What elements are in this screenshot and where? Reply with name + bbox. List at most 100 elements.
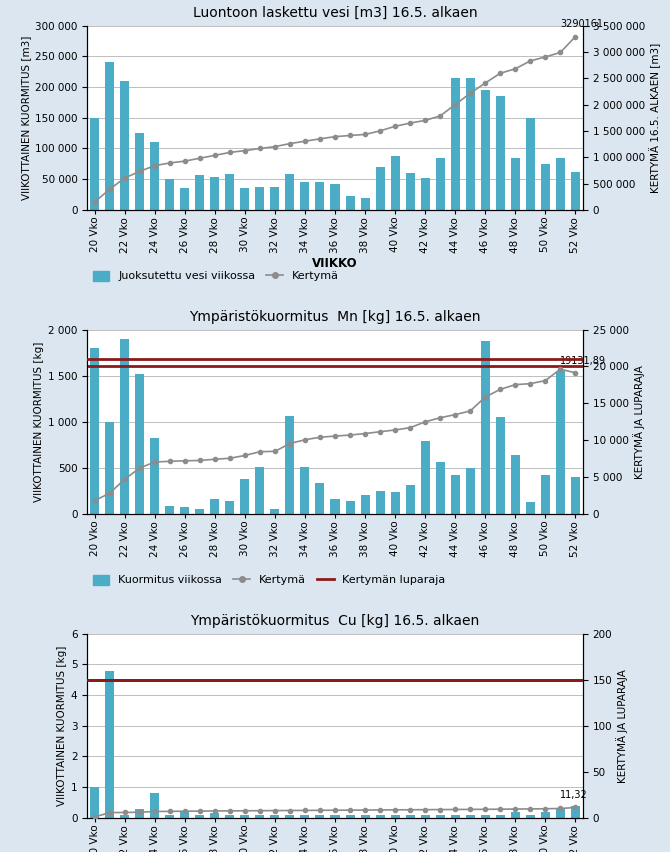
Bar [195,175,204,210]
Bar [526,502,535,514]
Bar [210,499,219,514]
Y-axis label: VIIKOTTAINEN KUORMITUS [kg]: VIIKOTTAINEN KUORMITUS [kg] [34,342,44,502]
Text: 19131,89: 19131,89 [560,355,606,366]
Title: Luontoon laskettu vesi [m3] 16.5. alkaen: Luontoon laskettu vesi [m3] 16.5. alkaen [193,6,477,20]
Bar [105,422,114,514]
Bar [316,182,324,210]
Bar [90,787,99,818]
Y-axis label: VIIKOTTAINEN KUORMITUS [m3]: VIIKOTTAINEN KUORMITUS [m3] [21,36,31,200]
Bar [511,812,520,818]
Bar [481,90,490,210]
Bar [466,78,475,210]
Bar [571,806,580,818]
Bar [210,814,219,818]
Bar [285,174,294,210]
Bar [421,441,429,514]
Bar [405,486,415,514]
Text: 11,32: 11,32 [560,791,588,800]
Bar [330,184,340,210]
Bar [376,491,385,514]
Bar [511,158,520,210]
Bar [391,815,399,818]
Bar [150,793,159,818]
Bar [496,815,505,818]
Bar [195,815,204,818]
Bar [165,815,174,818]
Bar [135,133,144,210]
Bar [541,164,550,210]
Bar [316,815,324,818]
Bar [481,341,490,514]
Y-axis label: KERTYMÄ JA LUPARAJA: KERTYMÄ JA LUPARAJA [632,365,645,479]
Bar [255,815,265,818]
Bar [135,374,144,514]
Bar [496,96,505,210]
Y-axis label: KERTYMÄ 16.5. ALKAEN [m3]: KERTYMÄ 16.5. ALKAEN [m3] [649,43,661,193]
Bar [271,509,279,514]
Bar [556,809,565,818]
Bar [90,118,99,210]
Title: Ympäristökuormitus  Mn [kg] 16.5. alkaen: Ympäristökuormitus Mn [kg] 16.5. alkaen [189,310,481,325]
Bar [135,809,144,818]
X-axis label: VIIKKO: VIIKKO [312,256,358,270]
Bar [541,812,550,818]
Bar [541,475,550,514]
Bar [241,815,249,818]
Bar [451,78,460,210]
Bar [165,505,174,514]
Bar [481,815,490,818]
Bar [105,62,114,210]
Legend: Kuormitus viikossa, Kertymä, Kertymän luparaja: Kuormitus viikossa, Kertymä, Kertymän lu… [92,575,446,585]
Bar [360,198,370,210]
Bar [241,188,249,210]
Bar [346,196,354,210]
Bar [225,815,234,818]
Bar [376,167,385,210]
Bar [241,479,249,514]
Bar [376,815,385,818]
Bar [526,118,535,210]
Bar [391,157,399,210]
Bar [360,815,370,818]
Bar [496,417,505,514]
Bar [466,815,475,818]
Bar [330,499,340,514]
Bar [466,468,475,514]
Bar [255,467,265,514]
Bar [120,339,129,514]
Bar [451,475,460,514]
Bar [391,492,399,514]
Bar [316,482,324,514]
Bar [436,158,445,210]
Bar [195,509,204,514]
Bar [571,477,580,514]
Bar [346,815,354,818]
Title: Ympäristökuormitus  Cu [kg] 16.5. alkaen: Ympäristökuormitus Cu [kg] 16.5. alkaen [190,614,480,628]
Y-axis label: KERTYMÄ JA LUPARAJA: KERTYMÄ JA LUPARAJA [616,669,628,783]
Bar [421,178,429,210]
Bar [225,174,234,210]
Bar [180,812,189,818]
Bar [436,815,445,818]
Bar [150,438,159,514]
Legend: Juoksutettu vesi viikossa, Kertymä: Juoksutettu vesi viikossa, Kertymä [92,271,339,281]
Bar [556,371,565,514]
Bar [571,172,580,210]
Bar [120,815,129,818]
Bar [511,455,520,514]
Bar [150,142,159,210]
Bar [405,815,415,818]
Bar [105,671,114,818]
Bar [271,187,279,210]
Bar [90,348,99,514]
Text: 3290161: 3290161 [560,20,604,30]
Bar [556,158,565,210]
Bar [285,417,294,514]
Bar [300,467,310,514]
Bar [436,463,445,514]
Bar [225,502,234,514]
Bar [330,815,340,818]
Bar [165,179,174,210]
Bar [271,815,279,818]
Bar [451,815,460,818]
